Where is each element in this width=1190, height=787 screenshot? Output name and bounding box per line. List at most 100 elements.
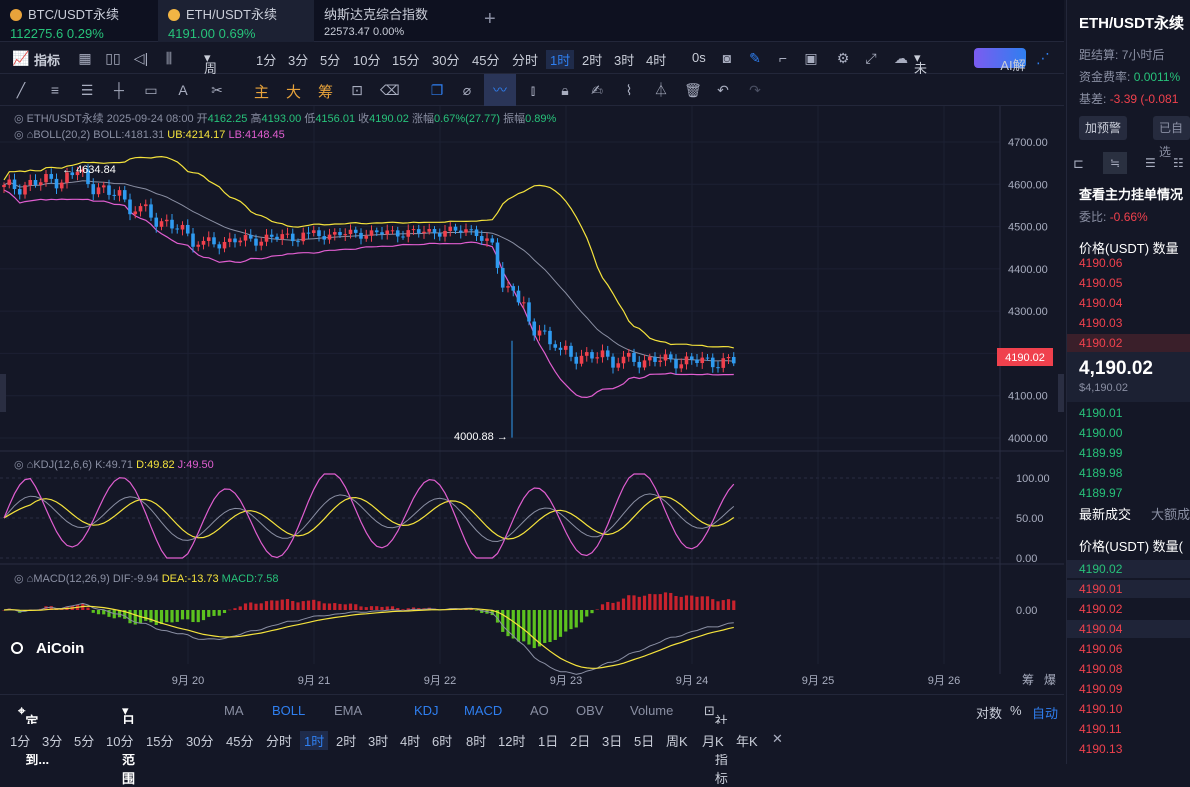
bottom-interval-9[interactable]: 2时 <box>336 734 357 749</box>
pen-icon[interactable]: ✎ <box>749 50 761 66</box>
book-asks-icon[interactable]: ☰ <box>1145 156 1156 170</box>
chart-type-icon[interactable]: ⫼ <box>165 50 173 66</box>
watchlist-button[interactable]: 已自选 <box>1153 116 1190 159</box>
ask-price[interactable]: 4190.02 <box>1079 336 1123 350</box>
ind-boll[interactable]: BOLL <box>272 703 306 718</box>
template-icon[interactable]: ▣ <box>804 50 818 66</box>
rectangle-icon[interactable]: ▭ <box>144 82 158 98</box>
eye-icon[interactable]: ◎ <box>14 113 24 125</box>
share-icon[interactable]: ⋰ <box>1036 50 1050 66</box>
text-icon[interactable]: A <box>178 82 188 98</box>
chip-corner-label[interactable]: 筹 <box>1022 673 1034 687</box>
tab-big-trades[interactable]: 大额成 <box>1151 507 1190 522</box>
interval-0[interactable]: 1分 <box>256 53 277 68</box>
left-collapse-handle[interactable] <box>0 374 6 412</box>
bottom-interval-10[interactable]: 3时 <box>368 734 389 749</box>
auto-toggle[interactable]: 自动 <box>1032 706 1059 721</box>
bottom-interval-16[interactable]: 2日 <box>570 734 591 749</box>
ind-volume[interactable]: Volume <box>630 703 674 718</box>
bottom-interval-12[interactable]: 6时 <box>432 734 453 749</box>
bid-price[interactable]: 4189.99 <box>1079 446 1123 460</box>
ind-ao[interactable]: AO <box>530 703 549 718</box>
bid-price[interactable]: 4190.00 <box>1079 426 1123 440</box>
locate-button[interactable]: ⌖ 定位到... <box>18 703 50 767</box>
replay-icon[interactable]: ◁| <box>133 50 149 66</box>
fullscreen-icon[interactable]: ⤢ <box>865 50 877 66</box>
indicator-icon[interactable]: 📈 <box>12 50 30 66</box>
bottom-interval-11[interactable]: 4时 <box>400 734 421 749</box>
period-button[interactable]: 周期 ▾ <box>204 50 217 95</box>
cloud-icon[interactable]: ☁ <box>894 50 908 66</box>
main-force-button[interactable]: 主 <box>254 84 270 101</box>
crop-icon[interactable]: ⌐ <box>778 50 788 66</box>
interval-5[interactable]: 30分 <box>432 53 460 68</box>
bottom-interval-19[interactable]: 周K <box>666 734 688 749</box>
bottom-interval-14[interactable]: 12时 <box>498 734 526 749</box>
bottom-interval-13[interactable]: 8时 <box>466 734 487 749</box>
eye-icon[interactable]: ◎ <box>14 573 24 585</box>
interval-2[interactable]: 5分 <box>320 53 341 68</box>
tab-nasdaq[interactable]: 纳斯达克综合指数 22573.47 0.00% <box>314 0 474 42</box>
interval-4[interactable]: 15分 <box>392 53 420 68</box>
big-order-button[interactable]: 大 <box>286 84 302 101</box>
ask-price[interactable]: 4190.03 <box>1079 316 1123 330</box>
tab-btc[interactable]: BTC/USDT永续 112275.6 0.29% <box>0 0 158 42</box>
lock-icon[interactable]: 🔒︎ <box>561 82 569 98</box>
parallel-lines-icon[interactable]: ≡ <box>50 82 60 98</box>
book-both-icon[interactable]: ⊏ <box>1073 156 1084 171</box>
tag-icon[interactable]: ⌀ <box>462 82 472 98</box>
interval-7[interactable]: 分时 <box>512 53 539 68</box>
bottom-interval-5[interactable]: 30分 <box>186 734 214 749</box>
date-range-button[interactable]: 日期范围 ▾ <box>122 703 136 786</box>
interval-9[interactable]: 2时 <box>582 53 603 68</box>
book-list-icon[interactable]: ☷ <box>1173 156 1184 170</box>
ind-macd[interactable]: MACD <box>464 703 503 718</box>
ind-ema[interactable]: EMA <box>334 703 363 718</box>
undo-icon[interactable]: ↶ <box>717 82 729 98</box>
copy-icon[interactable]: ❐ <box>430 82 444 98</box>
eraser-icon[interactable]: ⌫ <box>380 82 400 98</box>
add-tab-icon[interactable]: + <box>484 8 496 30</box>
horizontal-line-icon[interactable]: ┼ <box>114 82 124 98</box>
right-collapse-handle[interactable] <box>1058 374 1064 412</box>
eye-icon[interactable]: ◎ <box>14 459 24 471</box>
brush-icon[interactable]: ⌇ <box>625 82 633 98</box>
eye-icon[interactable]: ◎ <box>14 129 24 141</box>
macd-label[interactable]: MACD(12,26,9) <box>33 573 110 585</box>
ind-kdj[interactable]: KDJ <box>414 703 439 718</box>
bottom-interval-20[interactable]: 月K <box>702 734 724 749</box>
ask-price[interactable]: 4190.05 <box>1079 276 1123 290</box>
chart-area[interactable]: 4700.004600.004500.004400.004300.004200.… <box>0 106 1064 694</box>
bottom-interval-3[interactable]: 10分 <box>106 734 134 749</box>
interval-3[interactable]: 10分 <box>353 53 381 68</box>
draw-mode-active[interactable]: 〰 <box>484 74 516 106</box>
depth-title[interactable]: 查看主力挂单情况 <box>1079 187 1184 202</box>
bid-price[interactable]: 4190.01 <box>1079 406 1123 420</box>
layout-icon[interactable]: ▯▯ <box>105 50 121 66</box>
ruler-icon[interactable]: ✂ <box>211 82 223 98</box>
bottom-interval-1[interactable]: 3分 <box>42 734 63 749</box>
boll-label[interactable]: BOLL(20,2) <box>33 129 91 141</box>
bottom-interval-0[interactable]: 1分 <box>10 734 31 749</box>
bottom-interval-4[interactable]: 15分 <box>146 734 174 749</box>
trendline-icon[interactable]: ╱ <box>16 82 26 98</box>
ind-ma[interactable]: MA <box>224 703 244 718</box>
interval-11[interactable]: 4时 <box>646 53 667 68</box>
liq-corner-label[interactable]: 爆 <box>1044 673 1056 687</box>
camera-icon[interactable]: ◙ <box>722 50 732 66</box>
bottom-interval-6[interactable]: 45分 <box>226 734 254 749</box>
kdj-label[interactable]: KDJ(12,6,6) <box>33 459 93 471</box>
bottom-interval-8[interactable]: 1时 <box>300 731 329 750</box>
bottom-interval-21[interactable]: 年K <box>736 734 758 749</box>
community-button[interactable]: ⊡ 社区指标 <box>704 703 728 786</box>
candle-icon[interactable]: ⫾ <box>530 82 536 98</box>
ask-price[interactable]: 4190.06 <box>1079 256 1123 270</box>
redo-icon[interactable]: ↷ <box>749 82 761 98</box>
calendar-icon[interactable]: ▦ <box>78 50 92 66</box>
indicator-button[interactable]: 指标 <box>34 53 61 68</box>
ask-price[interactable]: 4190.04 <box>1079 296 1123 310</box>
magnet-icon[interactable]: ⊡ <box>351 82 363 98</box>
ind-obv[interactable]: OBV <box>576 703 604 718</box>
interval-10[interactable]: 3时 <box>614 53 635 68</box>
interval-6[interactable]: 45分 <box>472 53 500 68</box>
